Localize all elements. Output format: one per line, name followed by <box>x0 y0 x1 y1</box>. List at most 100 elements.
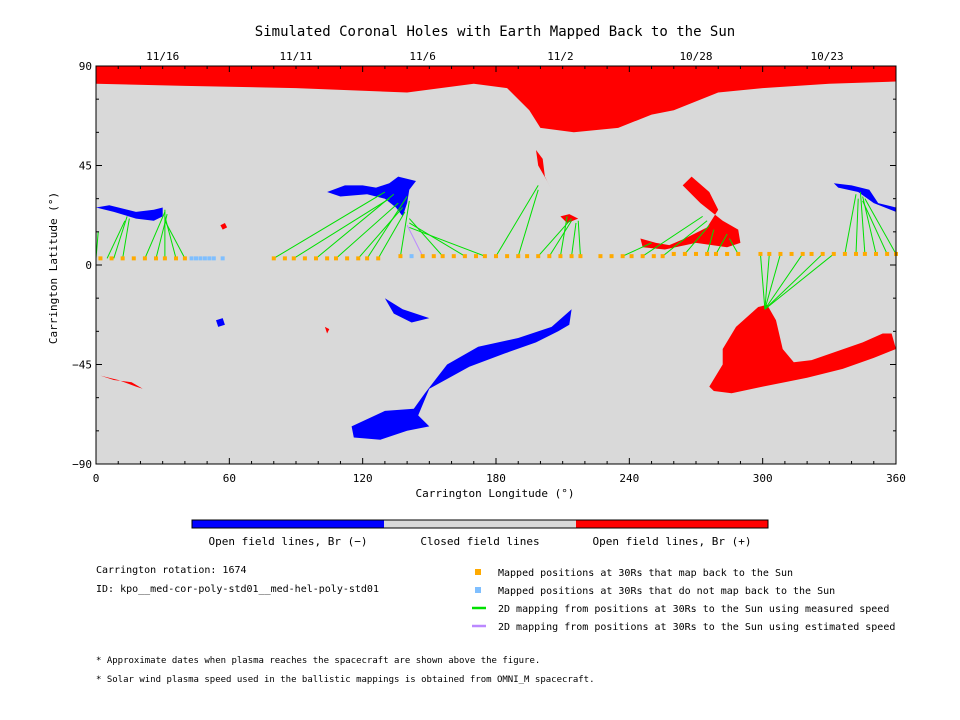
measured-mapping-line-19 <box>409 222 466 257</box>
measured-mapping-line-39 <box>764 253 824 310</box>
x-tick-label-180: 180 <box>486 472 506 485</box>
mapped-point-3 <box>131 256 136 261</box>
measured-mapping-line-32 <box>706 229 715 255</box>
mapped-point-29 <box>505 254 510 259</box>
measured-mapping-line-8 <box>164 220 186 259</box>
mapped-point-54 <box>789 251 794 256</box>
mapped-point-4 <box>142 256 147 261</box>
mapped-point-61 <box>862 251 867 256</box>
mapped-point-49 <box>725 251 730 256</box>
y-tick-label-2: 0 <box>85 259 92 272</box>
measured-mapping-line-30 <box>662 220 708 257</box>
mapped-point-25 <box>462 254 467 259</box>
x-tick-label-240: 240 <box>619 472 639 485</box>
measured-mapping-line-41 <box>844 194 857 255</box>
measured-mapping-line-38 <box>764 253 804 310</box>
mapped-point-12 <box>302 256 307 261</box>
mapped-point-13 <box>314 256 318 261</box>
unmapped-point-1 <box>194 256 198 261</box>
mapped-point-22 <box>431 254 436 259</box>
closed-field-background <box>96 66 896 464</box>
negative-coronal-hole-2 <box>327 176 416 217</box>
mapped-point-55 <box>800 251 805 256</box>
x-axis-label: Carrington Longitude (°) <box>416 487 575 500</box>
legend-marker-0 <box>475 569 481 575</box>
measured-mapping-line-22 <box>517 189 539 257</box>
mapped-point-50 <box>736 251 741 256</box>
legend-marker-1 <box>475 587 481 593</box>
mapped-point-19 <box>376 256 381 261</box>
measured-mapping-line-33 <box>715 233 728 255</box>
mapped-point-45 <box>682 251 687 256</box>
legend-label-3: 2D mapping from positions at 30Rs to the… <box>498 622 895 633</box>
unmapped-point-0 <box>189 256 194 261</box>
positive-coronal-hole-12 <box>709 304 896 394</box>
mapped-point-34 <box>558 254 563 259</box>
measured-mapping-line-24 <box>548 220 572 257</box>
chart-title: Simulated Coronal Holes with Earth Mappe… <box>255 24 735 40</box>
mapped-point-8 <box>182 256 187 261</box>
mapped-point-39 <box>620 254 625 259</box>
colorbar-label-1: Closed field lines <box>420 535 539 548</box>
measured-mapping-line-3 <box>122 218 130 259</box>
coronal-hole-regions <box>96 66 896 440</box>
legend: Mapped positions at 30Rs that map back t… <box>472 568 895 633</box>
measured-mapping-line-34 <box>728 238 739 255</box>
measured-mapping-line-28 <box>622 242 652 257</box>
negative-coronal-hole-11 <box>351 309 572 440</box>
estimated-mapping-line-17 <box>406 224 424 257</box>
mapped-point-1 <box>109 256 114 261</box>
model-id-text: ID: kpo__med-cor-poly-std01__med-hel-pol… <box>96 584 379 595</box>
mapped-point-20 <box>398 254 403 259</box>
plot-area <box>96 66 896 464</box>
date-label-3: 11/2 <box>547 50 574 63</box>
measured-mapping-line-35 <box>759 253 766 310</box>
measured-mapping-line-12 <box>335 202 399 259</box>
x-tick-label-360: 360 <box>886 472 906 485</box>
mapped-point-27 <box>482 254 487 259</box>
colorbar-segment-2 <box>576 520 768 528</box>
date-label-5: 10/23 <box>811 50 844 63</box>
positive-coronal-hole-0 <box>96 66 896 133</box>
mapped-point-35 <box>569 254 574 259</box>
x-tick-label-120: 120 <box>353 472 373 485</box>
measured-mapping-line-4 <box>144 211 166 259</box>
measured-mapping-line-43 <box>859 191 866 254</box>
y-tick-label-1: 45 <box>79 160 92 173</box>
unmapped-point-3 <box>202 256 207 261</box>
mapped-point-42 <box>651 254 656 259</box>
mapped-point-51 <box>758 251 763 256</box>
mapped-point-23 <box>440 254 445 259</box>
legend-label-2: 2D mapping from positions at 30Rs to the… <box>498 604 889 615</box>
mapped-point-44 <box>671 251 676 256</box>
y-tick-label-0: 90 <box>79 60 92 73</box>
mapped-point-43 <box>660 254 665 259</box>
colorbar: Open field lines, Br (−) Closed field lin… <box>191 519 769 548</box>
negative-coronal-hole-1 <box>96 205 163 221</box>
mapping-lines <box>95 185 897 310</box>
mapped-point-10 <box>282 256 287 261</box>
mapped-point-38 <box>609 254 614 259</box>
measured-mapping-line-37 <box>764 253 781 310</box>
negative-coronal-hole-8 <box>384 298 430 323</box>
mapped-point-63 <box>885 251 890 256</box>
unmapped-point-5 <box>211 256 216 261</box>
carrington-rotation-text: Carrington rotation: 1674 <box>96 565 247 576</box>
axes: 0 60 120 180 240 300 360 90 45 0 −45 −90 11/16 11/11 1… <box>72 50 906 485</box>
positive-coronal-hole-13 <box>100 375 143 389</box>
measured-mapping-line-42 <box>855 198 859 254</box>
mapped-point-33 <box>547 254 552 259</box>
date-label-2: 11/6 <box>409 50 436 63</box>
footnote-dates: * Approximate dates when plasma reaches … <box>96 656 541 666</box>
colorbar-segment-1 <box>384 520 576 528</box>
measured-mapping-line-46 <box>864 198 897 255</box>
mapped-point-58 <box>831 251 836 256</box>
mapped-point-32 <box>536 254 541 259</box>
measured-mapping-line-11 <box>315 193 395 259</box>
mapped-point-2 <box>120 256 125 261</box>
mapped-point-48 <box>714 251 718 256</box>
mapped-point-41 <box>640 254 645 259</box>
unmapped-point-2 <box>198 256 203 261</box>
measured-mapping-line-9 <box>273 191 386 259</box>
mapped-point-6 <box>162 256 167 261</box>
